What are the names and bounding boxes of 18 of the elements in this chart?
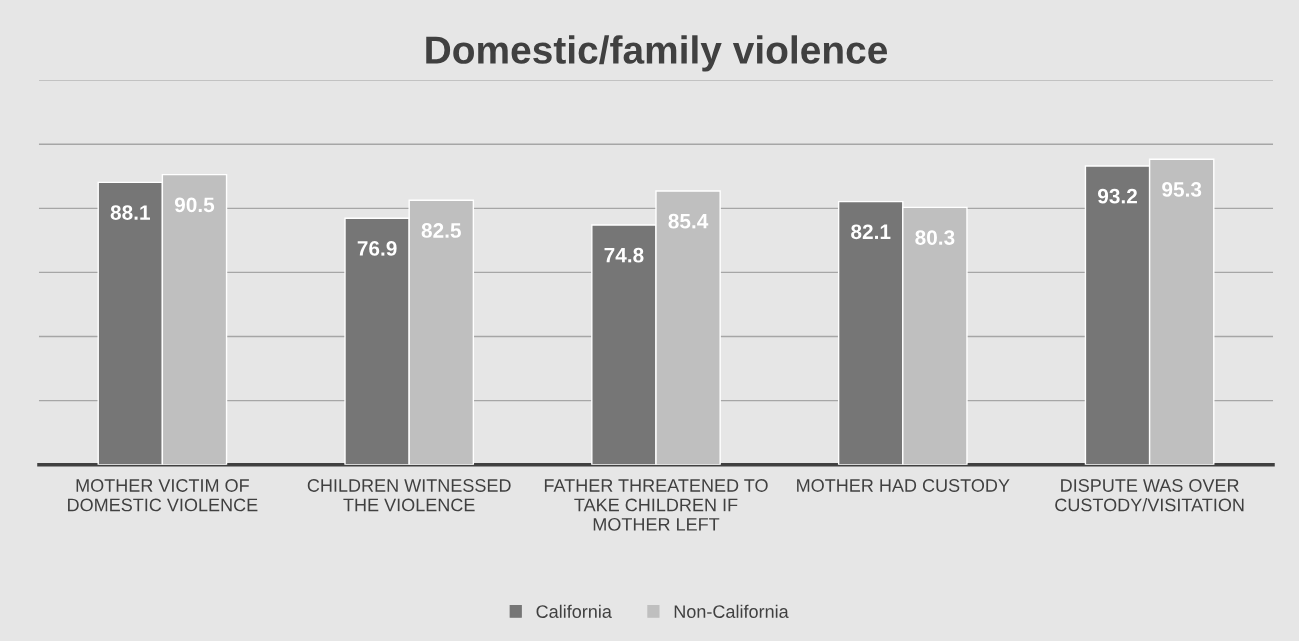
data-label: 82.1	[851, 224, 891, 240]
x-tick-label: MOTHER VICTIM OF DOMESTIC VIOLENCE	[68, 479, 258, 512]
data-label: 93.2	[1097, 188, 1137, 204]
data-label: 80.3	[915, 230, 955, 245]
data-label: 74.8	[604, 247, 644, 263]
legend-label: California	[536, 604, 612, 618]
x-tick-label: DISPUTE WAS OVER CUSTODY/VISITATION	[1055, 479, 1244, 512]
data-label: 82.5	[421, 223, 461, 238]
x-tick-label: CHILDREN WITNESSED THE VIOLENCE	[307, 479, 511, 512]
x-tick-label: MOTHER HAD CUSTODY	[797, 479, 1010, 492]
data-label: 85.4	[668, 213, 709, 229]
legend-label: Non-California	[674, 604, 789, 618]
data-label: 88.1	[110, 205, 150, 220]
data-label: 76.9	[357, 241, 397, 256]
data-label: 95.3	[1162, 182, 1202, 197]
chart-title: Domestic/family violence	[426, 35, 888, 72]
x-tick-label: FATHER THREATENED TO TAKE CHILDREN IF MOTHER LEFT	[544, 479, 768, 531]
data-label: 90.5	[174, 197, 215, 213]
